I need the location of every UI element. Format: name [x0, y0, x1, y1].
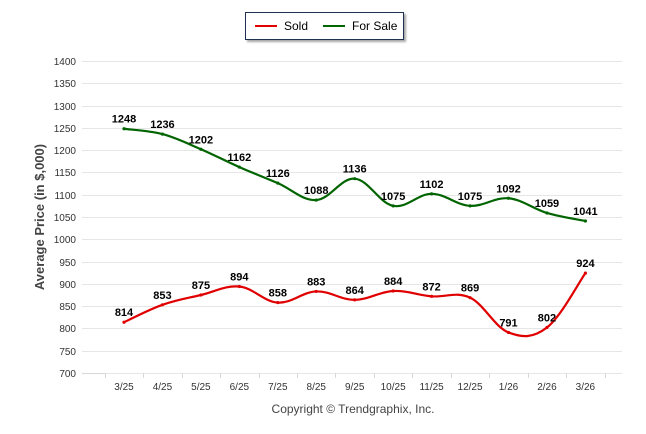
y-tick-label: 850: [59, 302, 76, 313]
x-tick-label: 4/25: [153, 382, 173, 393]
data-point-sold: [468, 296, 472, 300]
data-label-sold: 791: [499, 317, 517, 329]
x-tick-label: 5/25: [191, 382, 211, 393]
y-tick-label: 750: [59, 347, 76, 358]
data-point-for-sale: [237, 165, 241, 169]
data-label-for-sale: 1092: [496, 183, 520, 195]
data-point-sold: [506, 330, 511, 335]
x-tick-label: 1/26: [499, 382, 519, 393]
x-tick-label: 9/25: [345, 382, 365, 393]
y-tick-label: 800: [59, 324, 76, 335]
legend-swatch-sold: [255, 25, 277, 27]
data-point-for-sale: [583, 219, 588, 223]
x-axis-ticks: 3/25 4/25 5/25 6/25 7/25 8/25 9/25 10/25 11/25 12…: [82, 373, 606, 393]
data-label-sold: 858: [269, 288, 287, 300]
x-tick-label: 11/25: [419, 382, 444, 393]
data-label-for-sale: 1088: [304, 185, 328, 197]
data-label-sold: 894: [230, 272, 249, 284]
data-point-for-sale: [506, 196, 511, 200]
data-point-for-sale: [353, 177, 357, 181]
data-label-for-sale: 1136: [343, 164, 367, 176]
data-point-sold: [199, 293, 203, 297]
data-point-for-sale: [545, 211, 549, 215]
y-tick-label: 950: [59, 258, 76, 269]
data-point-for-sale: [122, 127, 126, 131]
data-label-sold: 872: [422, 281, 440, 293]
data-label-for-sale: 1162: [227, 152, 251, 164]
data-label-for-sale: 1102: [420, 179, 444, 191]
data-point-for-sale: [430, 192, 434, 196]
y-axis-ticks: 700 750 800 850 900 950 1000 1050 1100 1150 1200 12…: [54, 57, 77, 380]
x-tick-label: 10/25: [381, 382, 406, 393]
data-label-sold: 864: [346, 285, 365, 297]
data-label-sold: 884: [384, 276, 403, 288]
y-tick-label: 900: [59, 280, 76, 291]
y-tick-label: 1300: [54, 102, 77, 113]
gridlines: [82, 61, 622, 374]
data-label-sold: 853: [153, 290, 171, 302]
data-point-sold: [391, 289, 395, 293]
data-point-sold: [430, 294, 434, 298]
x-tick-label: 12/25: [458, 382, 483, 393]
legend-label-for-sale: For Sale: [352, 19, 398, 33]
legend-item-sold[interactable]: Sold: [255, 19, 308, 33]
data-label-for-sale: 1248: [112, 114, 136, 126]
data-point-sold: [353, 298, 357, 302]
data-point-for-sale: [468, 204, 472, 208]
y-tick-label: 1400: [54, 57, 77, 68]
x-tick-label: 8/25: [307, 382, 327, 393]
y-tick-label: 1250: [54, 124, 77, 135]
data-point-for-sale: [199, 147, 203, 151]
data-label-sold: 875: [192, 280, 210, 292]
data-point-for-sale: [391, 204, 395, 208]
data-point-sold: [276, 300, 280, 305]
series-group: [122, 127, 588, 338]
y-tick-label: 1350: [54, 79, 77, 90]
data-label-for-sale: 1059: [535, 198, 559, 210]
data-labels: 814 853 875 894 858 883 864 884 872 869 791 802 924 1…: [112, 114, 598, 330]
data-label-for-sale: 1202: [189, 134, 213, 146]
legend: Sold For Sale: [245, 12, 404, 40]
data-point-for-sale: [160, 132, 165, 136]
legend-swatch-for-sale: [323, 25, 346, 27]
data-label-for-sale: 1075: [458, 191, 482, 203]
data-point-sold: [583, 271, 588, 275]
data-point-for-sale: [276, 181, 280, 185]
legend-label-sold: Sold: [284, 19, 309, 33]
data-label-for-sale: 1236: [150, 119, 174, 131]
copyright-footer: Copyright © Trendgraphix, Inc.: [272, 402, 435, 416]
x-tick-label: 7/25: [268, 382, 288, 393]
y-tick-label: 1150: [54, 168, 76, 179]
data-label-sold: 869: [461, 283, 479, 295]
data-label-sold: 883: [307, 276, 325, 288]
data-point-for-sale: [314, 198, 318, 202]
y-tick-label: 1000: [54, 235, 77, 246]
data-label-for-sale: 1041: [573, 206, 597, 218]
data-label-sold: 814: [115, 307, 134, 319]
legend-item-for-sale[interactable]: For Sale: [323, 19, 397, 33]
x-tick-label: 3/25: [114, 382, 134, 393]
y-tick-label: 1050: [54, 213, 77, 224]
x-tick-label: 6/25: [230, 382, 250, 393]
data-point-sold: [545, 325, 549, 330]
data-point-sold: [237, 284, 241, 289]
y-tick-label: 700: [59, 369, 76, 380]
data-point-sold: [160, 303, 165, 307]
data-label-for-sale: 1126: [266, 168, 290, 180]
x-tick-label: 3/26: [576, 382, 596, 393]
y-tick-label: 1100: [54, 191, 76, 202]
data-label-for-sale: 1075: [381, 191, 405, 203]
data-label-sold: 802: [538, 313, 556, 325]
y-tick-label: 1200: [54, 146, 77, 157]
data-point-sold: [122, 320, 126, 324]
y-axis-label: Average Price (in $,000): [32, 144, 47, 290]
data-label-sold: 924: [576, 258, 595, 270]
x-tick-label: 2/26: [537, 382, 557, 393]
data-point-sold: [314, 289, 318, 294]
